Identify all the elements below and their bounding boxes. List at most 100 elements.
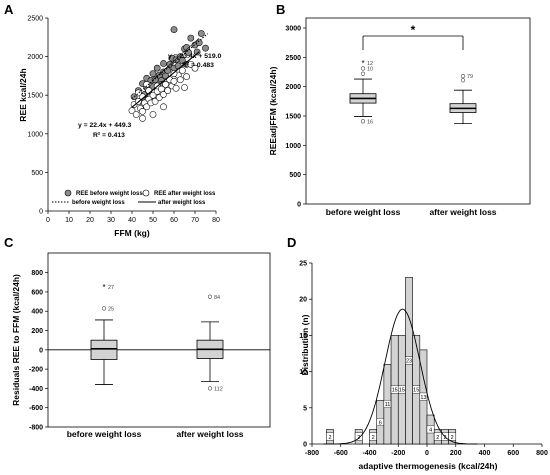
a-point-after xyxy=(143,81,151,88)
a-r2-after: R² = 0.413 xyxy=(93,132,125,139)
b-outlier-point xyxy=(360,119,366,124)
d-x-tick-label: -400 xyxy=(362,450,376,457)
a-point-after xyxy=(172,84,180,92)
d-bar-label: 2 xyxy=(436,435,439,441)
c-boxes: * 27 25 before weight loss 84 112 after weight… xyxy=(67,283,244,439)
c-plot-frame xyxy=(47,252,271,428)
b-y-tick-label: 1000 xyxy=(285,143,301,150)
b-outlier-point xyxy=(460,74,466,79)
b-significance-star: * xyxy=(411,23,416,37)
d-normal-curve-line xyxy=(323,308,478,445)
d-y-tick-label: 20 xyxy=(299,297,307,304)
b-outlier-point xyxy=(360,71,366,76)
legend-label-after: REE after weight loss xyxy=(154,191,216,197)
a-point-before xyxy=(187,34,195,42)
a-x-tick-label: 60 xyxy=(170,217,178,224)
a-point-before xyxy=(153,64,161,72)
c-outlier-label: 25 xyxy=(108,306,114,312)
b-outlier-star: * xyxy=(361,59,364,68)
c-outlier-point xyxy=(101,306,107,311)
c-category-label: before weight loss xyxy=(67,429,142,439)
d-x-axis-label: adaptive thermogenesis (kcal/24h) xyxy=(359,461,498,471)
a-point-after xyxy=(181,84,188,91)
a-point-before xyxy=(197,30,205,37)
b-y-tick-label: 500 xyxy=(289,172,301,179)
a-y-tick-label: 1000 xyxy=(27,131,43,138)
a-equation-after: y = 22.4x + 449.3 xyxy=(78,122,132,129)
d-bar-label: 11 xyxy=(385,402,391,408)
a-point-before xyxy=(149,70,157,77)
d-x-tick-label: 800 xyxy=(536,450,548,457)
a-point-after xyxy=(143,103,151,111)
a-y-axis-label: REE kcal/24h xyxy=(18,68,28,121)
c-y-tick-label: 0 xyxy=(39,347,43,354)
b-y-tick-label: 2000 xyxy=(285,84,301,91)
a-y-tick-label: 2000 xyxy=(27,54,43,61)
c-y-tick-label: 400 xyxy=(31,309,43,316)
a-point-after xyxy=(170,77,178,85)
a-point-after xyxy=(149,111,157,118)
a-point-before xyxy=(170,26,178,33)
d-x-tick-label: 0 xyxy=(425,450,429,457)
b-outlier-point xyxy=(460,78,466,83)
b-y-tick-label: 0 xyxy=(297,202,301,209)
a-point-after xyxy=(179,67,186,74)
d-bar-label-box xyxy=(448,432,456,441)
a-x-tick-label: 20 xyxy=(86,217,94,224)
d-bar-label: 13 xyxy=(420,395,426,401)
d-y-tick-label: 10 xyxy=(299,369,307,376)
a-point-before xyxy=(183,43,190,51)
a-y-tick-label: 0 xyxy=(39,209,43,216)
b-outlier-label: 12 xyxy=(367,61,373,67)
c-outlier-point xyxy=(207,386,213,391)
d-x-tick-label: 600 xyxy=(507,450,519,457)
c-outlier-label: 27 xyxy=(108,285,114,291)
a-x-tick-label: 80 xyxy=(212,217,220,224)
c-y-tick-label: -800 xyxy=(29,425,43,432)
b-y-tick-label: 1500 xyxy=(285,114,301,121)
a-equation-before: y = 23.4x + 519.0 xyxy=(168,53,222,60)
d-bar-label: 15 xyxy=(392,388,398,394)
a-point-after xyxy=(132,111,140,118)
c-y-tick-label: 600 xyxy=(31,289,43,296)
d-bar-label: 6 xyxy=(379,420,382,426)
c-y-tick-label: -600 xyxy=(29,405,43,412)
a-x-tick-label: 0 xyxy=(46,217,50,224)
a-r2-before: R² = 0.483 xyxy=(182,62,214,69)
a-point-after xyxy=(191,64,199,72)
d-x-tick-label: -800 xyxy=(305,450,319,457)
a-point-before xyxy=(193,48,201,56)
legend-line-label-after: after weight loss xyxy=(158,200,206,206)
a-x-axis-label: FFM (kg) xyxy=(114,228,150,238)
panel-label-b: B xyxy=(276,2,285,17)
c-outlier-point xyxy=(207,294,213,299)
a-point-before xyxy=(179,57,186,64)
a-x-tick-label: 50 xyxy=(149,217,157,224)
a-point-after xyxy=(176,76,184,84)
panel-d: D 0 5 10 15 20 25 -800 -600 -400 -200 0 200 400 600 80… xyxy=(287,235,548,471)
a-point-after xyxy=(149,91,157,99)
legend-marker-after xyxy=(142,189,150,197)
a-equation-pointer-after xyxy=(140,95,149,101)
d-bar-label: 2 xyxy=(372,435,375,441)
d-normal-curve xyxy=(323,308,478,445)
a-y-tick-label: 1500 xyxy=(27,93,43,100)
c-y-tick-label: 800 xyxy=(31,270,43,277)
panel-c: C -800 -600 -400 -200 0 200 400 600 800 * 27 25 bef… xyxy=(4,235,271,439)
b-y-tick-label: 2500 xyxy=(285,55,301,62)
a-y-tick-label: 500 xyxy=(31,170,43,177)
a-point-after xyxy=(160,103,167,111)
a-point-before xyxy=(202,44,209,52)
d-bar-label: 23 xyxy=(406,359,412,365)
d-x-tick-label: 200 xyxy=(450,450,462,457)
c-axes: -800 -600 -400 -200 0 200 400 600 800 xyxy=(29,270,270,432)
a-point-after xyxy=(134,89,142,97)
d-bar-label-box xyxy=(419,392,428,401)
panel-a: A 0 10 20 30 40 50 60 70 8005001000150020002500 … xyxy=(4,2,222,238)
d-y-tick-label: 15 xyxy=(299,333,307,340)
b-y-axis-label-main: REEadjFFM xyxy=(268,108,278,155)
a-point-after xyxy=(128,107,136,115)
